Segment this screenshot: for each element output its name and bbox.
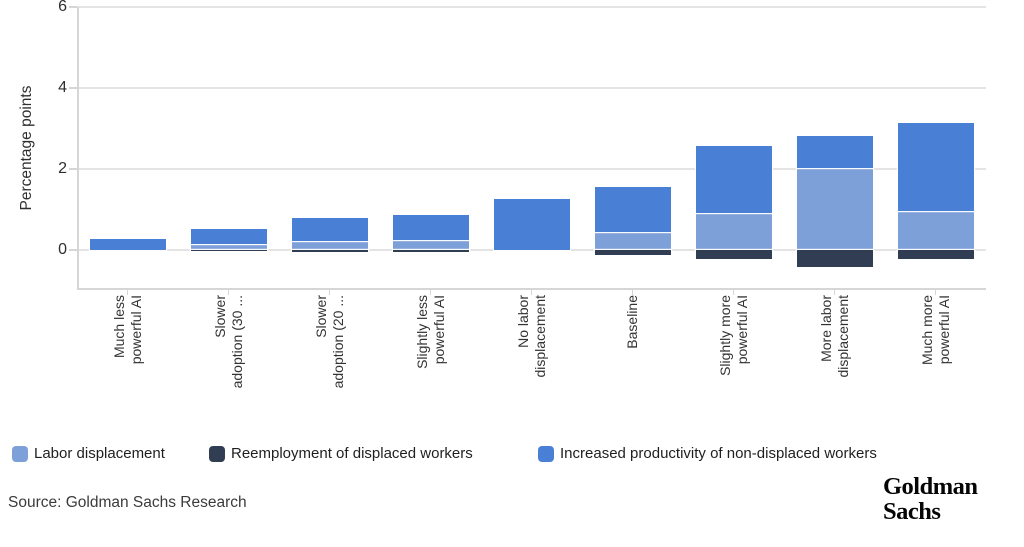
bar-segment-productivity [695, 146, 772, 213]
x-axis-label: Much less powerful AI [110, 295, 146, 431]
x-tick-mark [227, 288, 230, 295]
x-axis-label-line: powerful AI [127, 295, 144, 365]
x-axis-label-line: powerful AI [733, 295, 750, 365]
x-axis-label-line: Slower [211, 295, 227, 338]
x-tick-mark [530, 288, 533, 295]
x-axis-label-line: displacement [531, 295, 548, 378]
bar-segment-labor-displacement [796, 168, 873, 250]
bar-segment-reemployment [897, 250, 974, 259]
y-axis-line [77, 7, 79, 288]
gridline-y-0 [77, 249, 986, 251]
bar-segment-labor-displacement [291, 241, 368, 250]
x-axis-label: More labor displacement [817, 295, 853, 431]
x-axis-label-line: adoption (30 ... [228, 295, 245, 389]
y-tick-mark [69, 249, 77, 251]
x-tick-mark [934, 288, 937, 295]
x-axis-label-line: More labor [817, 295, 833, 362]
x-axis-label: Much more powerful AI [918, 295, 954, 431]
legend-item: Labor displacement [12, 445, 165, 462]
x-axis-label: Slightly less powerful AI [413, 295, 449, 431]
x-axis-label: Slower adoption (20 ... [312, 295, 348, 431]
source-note: Source: Goldman Sachs Research [8, 494, 247, 511]
x-tick-mark [429, 288, 432, 295]
y-tick-label: 2 [58, 160, 67, 177]
goldman-sachs-logo: Goldman Sachs [883, 474, 978, 524]
x-axis-label-line: Much more [918, 295, 934, 366]
bar-segment-productivity [190, 229, 267, 244]
bar-segment-labor-displacement [695, 212, 772, 250]
bar-segment-productivity [493, 199, 570, 250]
x-tick-mark [328, 288, 331, 295]
x-axis-label: Baseline [615, 295, 651, 431]
x-tick-mark [833, 288, 836, 295]
legend-label: Labor displacement [34, 445, 165, 462]
x-axis-label-line: No labor [514, 295, 530, 348]
bar-segment-reemployment [594, 250, 671, 255]
y-tick-mark [69, 87, 77, 89]
bar-segment-reemployment [190, 250, 267, 252]
x-tick-mark [732, 288, 735, 295]
x-axis-label-line: Slightly more [716, 295, 732, 376]
bar-segment-productivity [291, 218, 368, 242]
gridline-y-6 [77, 6, 986, 8]
x-tick-mark [126, 288, 129, 295]
bar-segment-labor-displacement [392, 240, 469, 250]
legend-item: Reemployment of displaced workers [209, 445, 473, 462]
bar-segment-labor-displacement [594, 231, 671, 250]
x-axis-label-line: adoption (20 ... [329, 295, 346, 389]
bar-segment-productivity [594, 186, 671, 232]
logo-line-2: Sachs [883, 498, 941, 525]
x-axis-label-line: displacement [834, 295, 851, 378]
y-tick-mark [69, 168, 77, 170]
x-axis-label-line: Baseline [623, 295, 640, 349]
x-tick-mark [631, 288, 634, 295]
x-axis-label-line: powerful AI [430, 295, 447, 365]
legend-label: Reemployment of displaced workers [231, 445, 473, 462]
legend-item: Increased productivity of non-displaced … [538, 445, 877, 462]
legend-label: Increased productivity of non-displaced … [560, 445, 877, 462]
legend-swatch [12, 445, 28, 462]
x-axis-label-line: Much less [110, 295, 126, 359]
y-tick-label: 0 [58, 241, 67, 258]
bar-segment-labor-displacement [897, 210, 974, 250]
bar-segment-productivity [392, 214, 469, 241]
bar-segment-reemployment [796, 250, 873, 267]
y-tick-mark [69, 6, 77, 8]
bar-segment-reemployment [291, 250, 368, 253]
logo-line-1: Goldman [883, 473, 978, 500]
bar-segment-reemployment [695, 250, 772, 259]
legend-swatch [538, 445, 554, 462]
bar-segment-productivity [796, 136, 873, 169]
y-tick-label: 6 [58, 0, 67, 15]
y-tick-label: 4 [58, 79, 67, 96]
x-axis-label-line: powerful AI [935, 295, 952, 365]
gridline-y-4 [77, 87, 986, 89]
x-axis-label-line: Slower [312, 295, 328, 338]
gridline-y-2 [77, 168, 986, 170]
bar-segment-productivity [89, 239, 166, 250]
legend-swatch [209, 445, 225, 462]
x-axis-label: No labor displacement [514, 295, 550, 431]
bar-segment-reemployment [392, 250, 469, 253]
bar-segment-productivity [897, 123, 974, 211]
x-axis-label-line: Slightly less [413, 295, 429, 369]
x-axis-label: Slightly more powerful AI [716, 295, 752, 431]
x-axis-label: Slower adoption (30 ... [211, 295, 247, 431]
bar-segment-labor-displacement [190, 243, 267, 250]
